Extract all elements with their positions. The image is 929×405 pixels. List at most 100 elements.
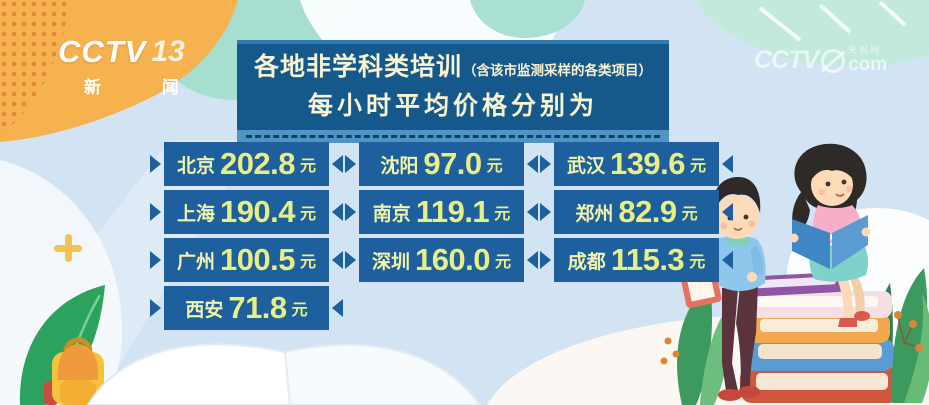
price-row-2: 上海 190.4 元 南京 119.1 元 郑州 82.9: [150, 190, 733, 234]
arrow-right-icon: [345, 251, 356, 269]
price-pill: 南京 119.1 元: [359, 190, 524, 234]
pale-leaf-top-right: [695, 0, 929, 67]
price-item-shenyang: 沈阳 97.0 元: [345, 142, 538, 186]
price-row-1: 北京 202.8 元 沈阳 97.0 元 武汉 139.6: [150, 142, 733, 186]
price-pill: 西安 71.8 元: [164, 286, 329, 330]
book-stack: [738, 272, 900, 403]
arrow-right-icon: [150, 155, 161, 173]
unit-label: 元: [300, 254, 317, 271]
channel-number: 13: [151, 35, 185, 68]
price-pill: 上海 190.4 元: [164, 190, 329, 234]
open-book-illustration: [86, 343, 482, 405]
arrow-left-icon: [332, 251, 343, 269]
price-value: 71.8: [228, 290, 287, 325]
dashed-line: [245, 135, 661, 138]
children-reading-illustration: [660, 143, 929, 405]
unit-label: 元: [300, 206, 317, 223]
backpack-illustration: [44, 337, 104, 405]
title-banner: 各地非学科类培训 （含该市监测采样的各类项目） 每小时平均价格分别为: [237, 40, 669, 143]
price-pill: 郑州 82.9 元: [554, 190, 719, 234]
channel-name: 新 闻: [84, 78, 207, 97]
price-value: 97.0: [423, 146, 482, 181]
city-label: 深圳: [371, 251, 410, 273]
watermark-brand-text: CCTV: [754, 46, 819, 75]
price-list: 北京 202.8 元 沈阳 97.0 元 武汉 139.6: [150, 142, 733, 334]
price-value: 100.5: [219, 242, 296, 277]
city-label: 上海: [176, 203, 215, 225]
arrow-left-icon: [332, 299, 343, 317]
cctv13-logo-row: CCTV 13: [58, 34, 207, 70]
price-item-wuhan: 武汉 139.6 元: [540, 142, 733, 186]
price-item-shenzhen: 深圳 160.0 元: [345, 238, 538, 282]
banner-line1: 各地非学科类培训 （含该市监测采样的各类项目）: [241, 47, 665, 83]
banner-title-paren: （含该市监测采样的各类项目）: [463, 63, 652, 78]
price-value: 115.3: [610, 242, 685, 277]
city-label: 北京: [176, 155, 215, 177]
unit-label: 元: [300, 158, 317, 175]
price-value: 139.6: [609, 146, 686, 181]
banner-title-main: 各地非学科类培训: [253, 53, 462, 81]
price-value: 160.0: [414, 242, 491, 277]
halftone-dots: [0, 0, 70, 135]
arrow-left-icon: [722, 251, 733, 269]
berries: [660, 311, 923, 365]
unit-label: 元: [495, 254, 512, 271]
price-value: 190.4: [219, 194, 296, 229]
price-value: 82.9: [618, 194, 677, 229]
price-row-4: 西安 71.8 元: [150, 286, 733, 330]
price-pill: 广州 100.5 元: [164, 238, 329, 282]
city-label: 郑州: [575, 203, 614, 225]
cctvcom-watermark: CCTV 央视网 com: [754, 45, 888, 76]
price-row-3: 广州 100.5 元 深圳 160.0 元 成都 115.3: [150, 238, 733, 282]
arrow-left-icon: [527, 155, 538, 173]
arrow-right-icon: [150, 299, 161, 317]
dashed-divider: [237, 130, 669, 143]
unit-label: 元: [494, 206, 511, 223]
cctv13-logo: CCTV 13 新 闻: [58, 34, 207, 98]
unit-label: 元: [681, 206, 698, 223]
unit-label: 元: [291, 302, 308, 319]
unit-label: 元: [486, 158, 503, 175]
price-pill: 深圳 160.0 元: [359, 238, 524, 282]
price-item-beijing: 北京 202.8 元: [150, 142, 343, 186]
cctv-brand-text: CCTV: [58, 34, 147, 69]
price-pill: 沈阳 97.0 元: [359, 142, 524, 186]
arrow-left-icon: [722, 203, 733, 221]
price-item-zhengzhou: 郑州 82.9 元: [540, 190, 733, 234]
banner-title-line2: 每小时平均价格分别为: [307, 92, 598, 120]
plus-decoration-icon: [54, 234, 82, 262]
watermark-ribbon-icon: [821, 48, 846, 73]
watermark-domain: com: [848, 54, 888, 76]
unit-label: 元: [689, 254, 706, 271]
arrow-left-icon: [722, 155, 733, 173]
arrow-right-icon: [345, 203, 356, 221]
arrow-left-icon: [527, 251, 538, 269]
city-label: 广州: [176, 251, 215, 273]
price-item-guangzhou: 广州 100.5 元: [150, 238, 343, 282]
orange-blob: [0, 0, 238, 142]
price-item-shanghai: 上海 190.4 元: [150, 190, 343, 234]
city-label: 西安: [185, 299, 224, 321]
price-value: 202.8: [219, 146, 296, 181]
watermark-right: 央视网 com: [848, 45, 888, 76]
price-pill: 武汉 139.6 元: [554, 142, 719, 186]
title-banner-panel: 各地非学科类培训 （含该市监测采样的各类项目） 每小时平均价格分别为: [237, 40, 669, 130]
city-label: 沈阳: [380, 155, 419, 177]
teal-blob-small: [470, 0, 585, 38]
arrow-right-icon: [150, 251, 161, 269]
price-item-chengdu: 成都 115.3 元: [540, 238, 733, 282]
arrow-right-icon: [540, 251, 551, 269]
girl-figure: [789, 143, 871, 327]
arrow-right-icon: [540, 155, 551, 173]
city-label: 成都: [567, 251, 606, 273]
city-label: 南京: [372, 203, 411, 225]
watermark-site-label: 央视网: [848, 45, 882, 55]
arrow-left-icon: [332, 203, 343, 221]
city-label: 武汉: [566, 155, 605, 177]
arrow-right-icon: [540, 203, 551, 221]
unit-label: 元: [690, 158, 707, 175]
leaves-front: [891, 268, 929, 403]
girl-open-book: [789, 215, 871, 269]
price-pill: 成都 115.3 元: [554, 238, 719, 282]
